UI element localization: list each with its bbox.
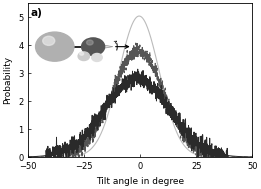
Circle shape [43, 36, 55, 45]
X-axis label: Tilt angle in degree: Tilt angle in degree [96, 177, 184, 186]
Circle shape [80, 52, 84, 55]
Circle shape [35, 32, 74, 61]
Y-axis label: Probability: Probability [3, 56, 13, 104]
Circle shape [87, 40, 93, 45]
Circle shape [82, 38, 105, 55]
Circle shape [78, 52, 90, 60]
Circle shape [92, 53, 102, 61]
Polygon shape [90, 43, 113, 51]
Text: a): a) [31, 8, 42, 18]
